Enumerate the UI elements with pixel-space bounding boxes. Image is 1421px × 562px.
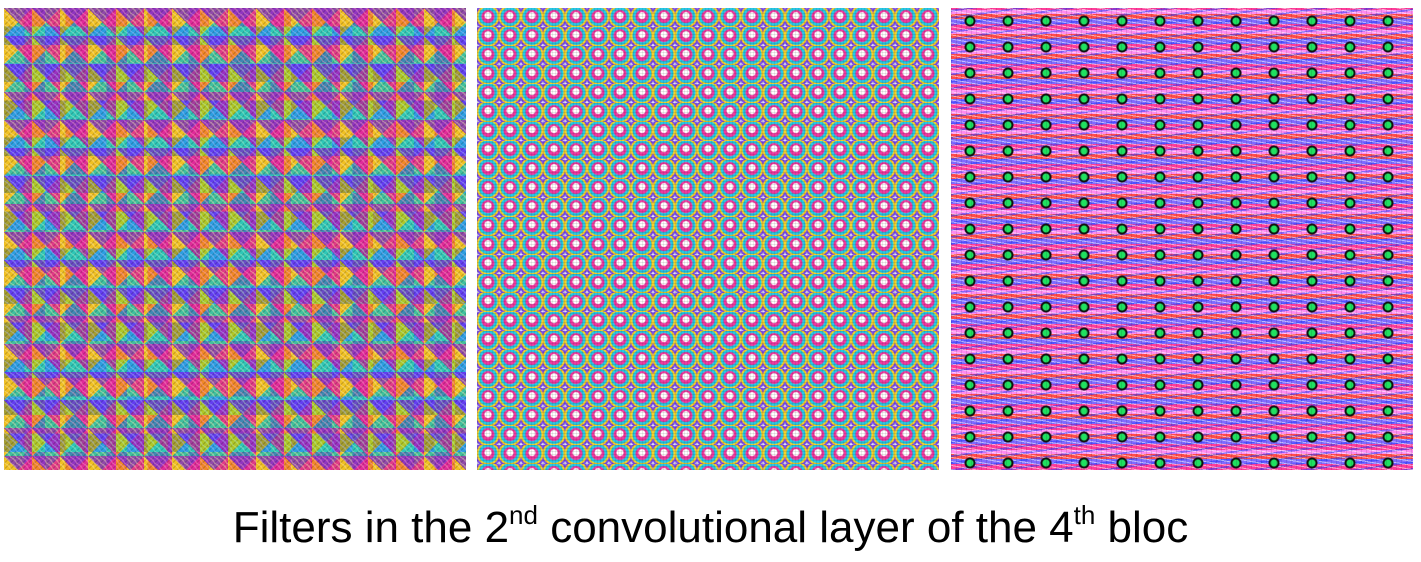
caption-text-1: Filters in the 2: [232, 503, 510, 552]
filter-visualization-3: [951, 8, 1413, 470]
caption-sup-th: th: [1073, 500, 1096, 530]
figure-caption: Filters in the 2nd convolutional layer o…: [0, 498, 1421, 558]
caption-text-2: convolutional layer of the 4: [537, 503, 1074, 552]
filter-visualization-2: [477, 8, 939, 470]
filter-visualization-1: [4, 8, 466, 470]
caption-sup-nd: nd: [509, 500, 538, 530]
caption-text-3: bloc: [1095, 503, 1189, 552]
